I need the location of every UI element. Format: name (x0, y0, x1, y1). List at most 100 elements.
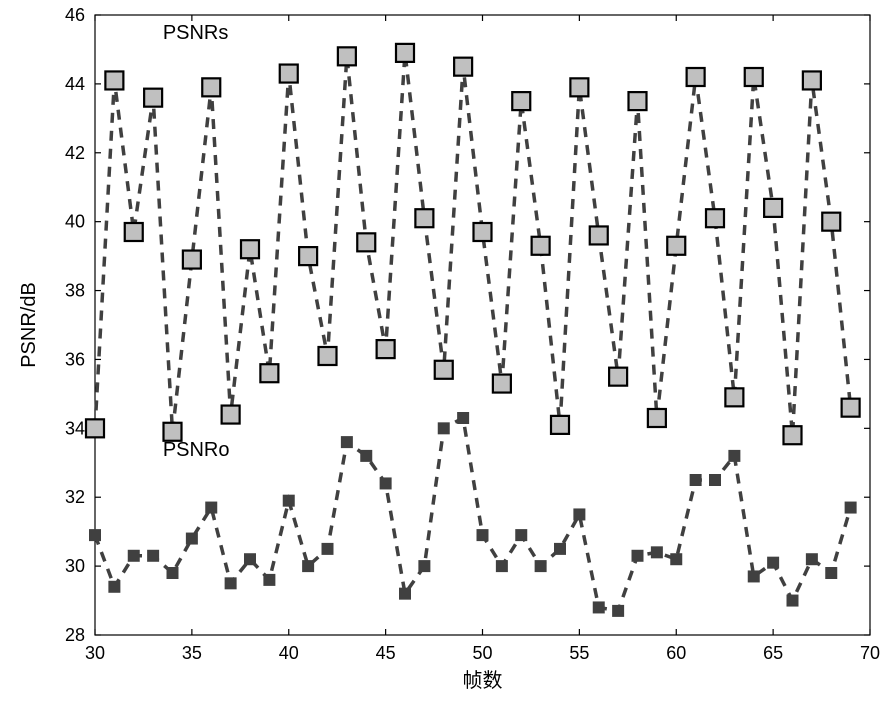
marker-psnro (341, 437, 352, 448)
marker-psnro (264, 574, 275, 585)
marker-psnro (225, 578, 236, 589)
marker-psnrs (667, 237, 685, 255)
marker-psnro (651, 547, 662, 558)
marker-psnro (303, 561, 314, 572)
marker-psnrs (125, 223, 143, 241)
xtick-label: 40 (279, 643, 299, 663)
marker-psnro (787, 595, 798, 606)
ytick-label: 46 (65, 5, 85, 25)
psnr-chart: 30354045505560657028303234363840424446帧数… (0, 0, 889, 713)
marker-psnrs (299, 247, 317, 265)
marker-psnrs (183, 251, 201, 269)
marker-psnrs (590, 226, 608, 244)
marker-psnrs (551, 416, 569, 434)
marker-psnro (632, 550, 643, 561)
ytick-label: 34 (65, 418, 85, 438)
marker-psnrs (241, 240, 259, 258)
marker-psnrs (86, 419, 104, 437)
xtick-label: 50 (472, 643, 492, 663)
marker-psnro (826, 568, 837, 579)
marker-psnrs (377, 340, 395, 358)
marker-psnrs (319, 347, 337, 365)
marker-psnro (613, 605, 624, 616)
series-line-psnrs (95, 53, 851, 435)
marker-psnrs (609, 368, 627, 386)
marker-psnro (458, 413, 469, 424)
xtick-label: 35 (182, 643, 202, 663)
xlabel: 帧数 (463, 669, 503, 692)
marker-psnro (496, 561, 507, 572)
marker-psnro (516, 530, 527, 541)
marker-psnrs (687, 68, 705, 86)
marker-psnro (477, 530, 488, 541)
marker-psnro (845, 502, 856, 513)
marker-psnro (419, 561, 430, 572)
ytick-label: 44 (65, 74, 85, 94)
marker-psnro (710, 475, 721, 486)
ytick-label: 42 (65, 143, 85, 163)
marker-psnrs (532, 237, 550, 255)
marker-psnro (574, 509, 585, 520)
marker-psnrs (338, 47, 356, 65)
marker-psnrs (629, 92, 647, 110)
ytick-label: 40 (65, 212, 85, 232)
marker-psnrs (842, 399, 860, 417)
marker-psnro (438, 423, 449, 434)
marker-psnro (109, 581, 120, 592)
marker-psnrs (357, 233, 375, 251)
marker-psnrs (512, 92, 530, 110)
marker-psnrs (725, 388, 743, 406)
marker-psnrs (474, 223, 492, 241)
marker-psnro (806, 554, 817, 565)
marker-psnro (245, 554, 256, 565)
marker-psnrs (745, 68, 763, 86)
marker-psnro (361, 450, 372, 461)
marker-psnro (593, 602, 604, 613)
marker-psnrs (803, 71, 821, 89)
marker-psnro (671, 554, 682, 565)
xtick-label: 70 (860, 643, 880, 663)
marker-psnro (748, 571, 759, 582)
marker-psnro (690, 475, 701, 486)
marker-psnrs (144, 89, 162, 107)
marker-psnro (148, 550, 159, 561)
marker-psnro (283, 495, 294, 506)
ytick-label: 30 (65, 556, 85, 576)
ytick-label: 36 (65, 349, 85, 369)
marker-psnrs (706, 209, 724, 227)
marker-psnro (380, 478, 391, 489)
marker-psnrs (454, 58, 472, 76)
marker-psnrs (648, 409, 666, 427)
xtick-label: 30 (85, 643, 105, 663)
marker-psnrs (260, 364, 278, 382)
ylabel: PSNR/dB (18, 282, 40, 368)
xtick-label: 65 (763, 643, 783, 663)
marker-psnrs (222, 406, 240, 424)
marker-psnro (729, 450, 740, 461)
marker-psnro (555, 543, 566, 554)
series-label-psnrs: PSNRs (163, 22, 229, 44)
marker-psnro (128, 550, 139, 561)
ytick-label: 38 (65, 281, 85, 301)
marker-psnro (322, 543, 333, 554)
marker-psnrs (202, 78, 220, 96)
marker-psnrs (105, 71, 123, 89)
marker-psnrs (764, 199, 782, 217)
marker-psnrs (435, 361, 453, 379)
marker-psnro (167, 568, 178, 579)
series-label-psnro: PSNRo (163, 439, 230, 461)
marker-psnro (535, 561, 546, 572)
chart-svg: 30354045505560657028303234363840424446帧数… (0, 0, 889, 713)
xtick-label: 55 (569, 643, 589, 663)
ytick-label: 28 (65, 625, 85, 645)
marker-psnro (186, 533, 197, 544)
marker-psnrs (570, 78, 588, 96)
marker-psnro (90, 530, 101, 541)
marker-psnrs (822, 213, 840, 231)
marker-psnro (206, 502, 217, 513)
marker-psnrs (396, 44, 414, 62)
xtick-label: 60 (666, 643, 686, 663)
marker-psnro (400, 588, 411, 599)
marker-psnrs (493, 375, 511, 393)
marker-psnrs (784, 426, 802, 444)
